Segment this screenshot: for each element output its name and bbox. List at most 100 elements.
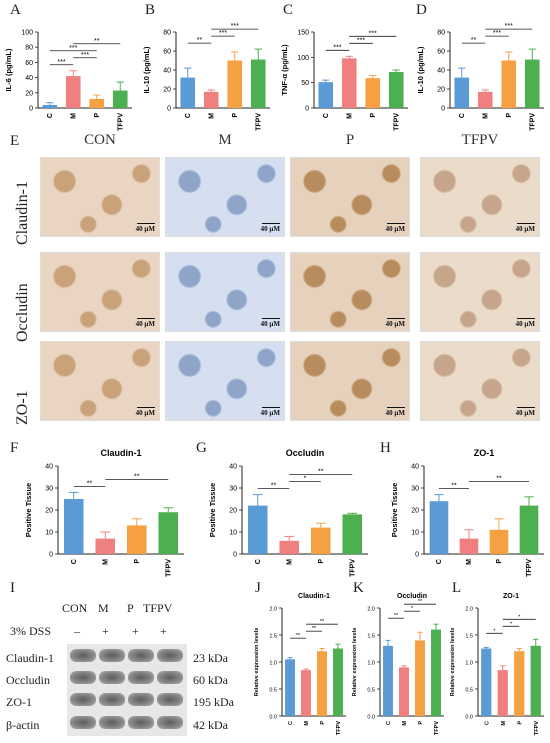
sig-label-B-0: **	[197, 37, 203, 44]
x-tick-label-J-P: P	[320, 721, 326, 725]
sig-label-K-0: **	[394, 613, 399, 619]
sig-label-D-2: ***	[505, 23, 513, 30]
sig-label-A-2: ***	[69, 45, 77, 52]
sig-label-L-1: *	[510, 621, 513, 627]
scale-label: 40 μM	[135, 320, 155, 328]
y-tick-label-G-0: 0	[233, 552, 237, 559]
y-tick-label-H-2: 20	[411, 508, 419, 515]
micrograph-claudin-1-m: 40 μM	[165, 157, 285, 237]
chart-j: Claudin-1 0.0 0.5 1.0 1.5 2.0 Relative express…	[252, 588, 352, 738]
y-axis-label-L: Relative expression levels	[450, 628, 456, 696]
scale-label: 40 μM	[385, 409, 405, 417]
wb-dss-sign-2: +	[102, 624, 109, 638]
y-tick-label-J-2: 1.0	[269, 661, 277, 667]
ihc-col-m: M	[218, 132, 232, 148]
scale-bar	[517, 406, 535, 408]
chart-title-K: Occludin	[397, 593, 427, 600]
x-tick-label-D-P: P	[506, 113, 513, 118]
scale-bar	[262, 317, 280, 319]
y-tick-label-L-4: 2.0	[465, 607, 473, 613]
y-tick-label-F-2: 20	[45, 508, 53, 515]
sig-label-B-1: ***	[219, 30, 227, 37]
scale-label: 40 μM	[385, 320, 405, 328]
micrograph-claudin-1-tfpv: 40 μM	[420, 157, 540, 237]
scale-label: 40 μM	[515, 320, 535, 328]
y-tick-label-A-4: 80	[25, 45, 33, 52]
y-axis-label-G: Positive Tissue	[208, 483, 217, 537]
sig-label-C-2: ***	[369, 30, 377, 37]
x-tick-label-A-P: P	[94, 113, 101, 118]
x-tick-label-F-P: P	[134, 559, 141, 564]
panel-label-k: K	[353, 580, 364, 596]
bar-J-C	[285, 659, 295, 716]
wb-band-1-0	[70, 671, 96, 684]
y-tick-label-L-1: 0.5	[465, 688, 473, 694]
scale-bar	[137, 406, 155, 408]
scale-label: 40 μM	[385, 225, 405, 233]
ihc-col-p: P	[345, 132, 355, 148]
y-tick-label-G-2: 20	[229, 508, 237, 515]
sig-label-F-1: **	[134, 473, 140, 480]
y-tick-label-K-0: 0.0	[367, 715, 375, 721]
wb-band-2-0	[70, 693, 96, 706]
x-tick-label-F-TFPV: TFPV	[165, 559, 172, 577]
sig-label-G-0: **	[271, 483, 277, 490]
micrograph-occludin-tfpv: 40 μM	[420, 252, 540, 332]
ihc-row-claudin: Claudin-1	[14, 181, 31, 245]
wb-band-2-2	[128, 693, 154, 706]
micrograph-occludin-con: 40 μM	[40, 252, 160, 332]
y-tick-label-J-1: 0.5	[269, 688, 277, 694]
micrograph-occludin-m: 40 μM	[165, 252, 285, 332]
wb-header-m: M	[98, 601, 109, 615]
sig-label-B-2: ***	[231, 23, 239, 30]
bar-B-C	[180, 77, 196, 108]
scale-bar	[387, 406, 405, 408]
sig-label-A-1: ***	[81, 52, 89, 59]
y-tick-label-C-0: 0	[305, 106, 309, 113]
bar-K-C	[383, 645, 393, 716]
micrograph-occludin-p: 40 μM	[290, 252, 410, 332]
scale-label: 40 μM	[515, 225, 535, 233]
x-tick-label-A-C: C	[47, 113, 54, 118]
x-tick-label-B-P: P	[232, 113, 239, 118]
x-tick-label-D-M: M	[482, 113, 489, 119]
wb-protein-claudin: Claudin-1	[6, 651, 54, 665]
x-tick-label-K-P: P	[418, 721, 424, 725]
x-tick-label-C-C: C	[323, 113, 330, 118]
wb-band-1-3	[157, 671, 183, 684]
y-tick-label-F-4: 40	[45, 464, 53, 471]
sig-label-F-0: **	[87, 480, 93, 487]
scale-label: 40 μM	[260, 320, 280, 328]
x-tick-label-C-TFPV: TFPV	[393, 113, 400, 131]
wb-band-1-2	[128, 671, 154, 684]
wb-kda-zo1: 195 kDa	[193, 695, 234, 709]
bar-J-TFPV	[333, 648, 343, 716]
x-tick-label-B-M: M	[208, 113, 215, 119]
sig-label-L-0: *	[493, 628, 496, 634]
y-tick-label-J-0: 0.0	[269, 715, 277, 721]
y-tick-label-L-0: 0.0	[465, 715, 473, 721]
y-tick-label-B-2: 40	[163, 68, 171, 75]
sig-label-G-1: *	[304, 476, 307, 483]
wb-protein-zo1: ZO-1	[6, 695, 32, 709]
wb-kda-occludin: 60 kDa	[193, 673, 228, 687]
y-axis-label-B: IL-10 (pg/mL)	[142, 46, 151, 94]
scale-bar	[387, 317, 405, 319]
y-tick-label-C-3: 150	[297, 30, 309, 37]
y-tick-label-F-1: 10	[45, 530, 53, 537]
scale-bar	[262, 406, 280, 408]
chart-title-J: Claudin-1	[298, 593, 330, 600]
y-tick-label-A-1: 20	[25, 90, 33, 97]
sig-label-H-0: **	[451, 483, 457, 490]
bar-B-TFPV	[250, 59, 266, 108]
y-tick-label-A-2: 40	[25, 75, 33, 82]
y-tick-label-G-4: 40	[229, 464, 237, 471]
chart-svg-C: 0 50 100 150 TNF-α (pg/mL) C M P TFPV *** *** ***	[280, 30, 408, 131]
wb-band-0-0	[70, 649, 96, 662]
bar-L-P	[514, 651, 525, 716]
y-tick-label-J-4: 2.0	[269, 607, 277, 613]
wb-kda-actin: 42 kDa	[193, 718, 228, 732]
x-tick-label-A-TFPV: TFPV	[117, 113, 124, 131]
ihc-col-tfpv: TFPV	[461, 132, 499, 148]
